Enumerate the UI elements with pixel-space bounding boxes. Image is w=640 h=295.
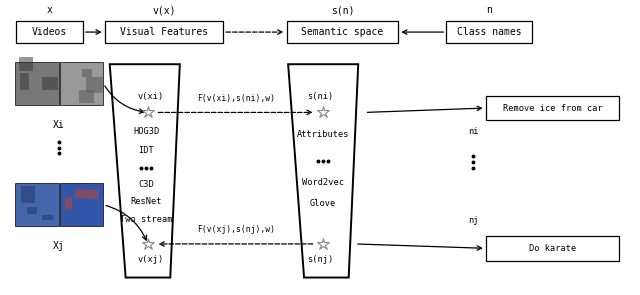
Text: Xi: Xi <box>53 120 65 130</box>
Text: s(nj): s(nj) <box>307 255 333 264</box>
Bar <box>27 207 37 214</box>
Text: IDT: IDT <box>138 146 154 155</box>
Text: Attributes: Attributes <box>297 130 349 139</box>
Bar <box>446 21 532 43</box>
Bar <box>15 62 59 105</box>
Bar <box>79 90 94 103</box>
Text: v(xi): v(xi) <box>138 92 164 101</box>
Text: C3D: C3D <box>138 180 154 189</box>
Bar <box>20 73 29 90</box>
Bar <box>65 197 72 210</box>
Bar <box>60 183 103 226</box>
Text: Xj: Xj <box>53 241 65 251</box>
Text: HOG3D: HOG3D <box>133 127 159 136</box>
Bar <box>486 236 620 261</box>
Bar <box>16 21 83 43</box>
Bar <box>287 21 398 43</box>
Text: F(v(xi),s(ni),w): F(v(xi),s(ni),w) <box>197 94 275 103</box>
Bar <box>60 62 103 105</box>
Bar <box>75 189 88 198</box>
Bar <box>15 183 59 226</box>
FancyArrowPatch shape <box>106 206 147 240</box>
Text: ni: ni <box>468 127 478 136</box>
Text: v(xj): v(xj) <box>138 255 164 264</box>
Text: F(v(xj),s(nj),w): F(v(xj),s(nj),w) <box>197 225 275 235</box>
Text: n: n <box>486 5 492 15</box>
Text: Videos: Videos <box>31 27 67 37</box>
Bar <box>83 69 92 77</box>
Text: Remove ice from car: Remove ice from car <box>502 104 602 113</box>
Text: Glove: Glove <box>310 199 336 207</box>
Text: Visual Features: Visual Features <box>120 27 208 37</box>
Text: x: x <box>46 5 52 15</box>
Text: nj: nj <box>468 216 478 225</box>
Bar <box>19 57 33 71</box>
Text: ResNet: ResNet <box>131 197 162 206</box>
Text: s(ni): s(ni) <box>307 92 333 101</box>
Text: Two stream: Two stream <box>120 214 172 224</box>
Text: Semantic space: Semantic space <box>301 27 383 37</box>
Bar <box>86 77 103 93</box>
Text: Do karate: Do karate <box>529 244 576 253</box>
Bar <box>20 186 35 203</box>
Text: Word2vec: Word2vec <box>302 178 344 187</box>
Text: Class names: Class names <box>456 27 521 37</box>
Bar <box>89 191 98 199</box>
Bar <box>42 77 58 90</box>
Bar <box>486 96 620 120</box>
Text: v(x): v(x) <box>152 5 175 15</box>
Bar <box>42 215 52 220</box>
Bar <box>105 21 223 43</box>
FancyArrowPatch shape <box>105 86 144 113</box>
Text: s(n): s(n) <box>330 5 354 15</box>
